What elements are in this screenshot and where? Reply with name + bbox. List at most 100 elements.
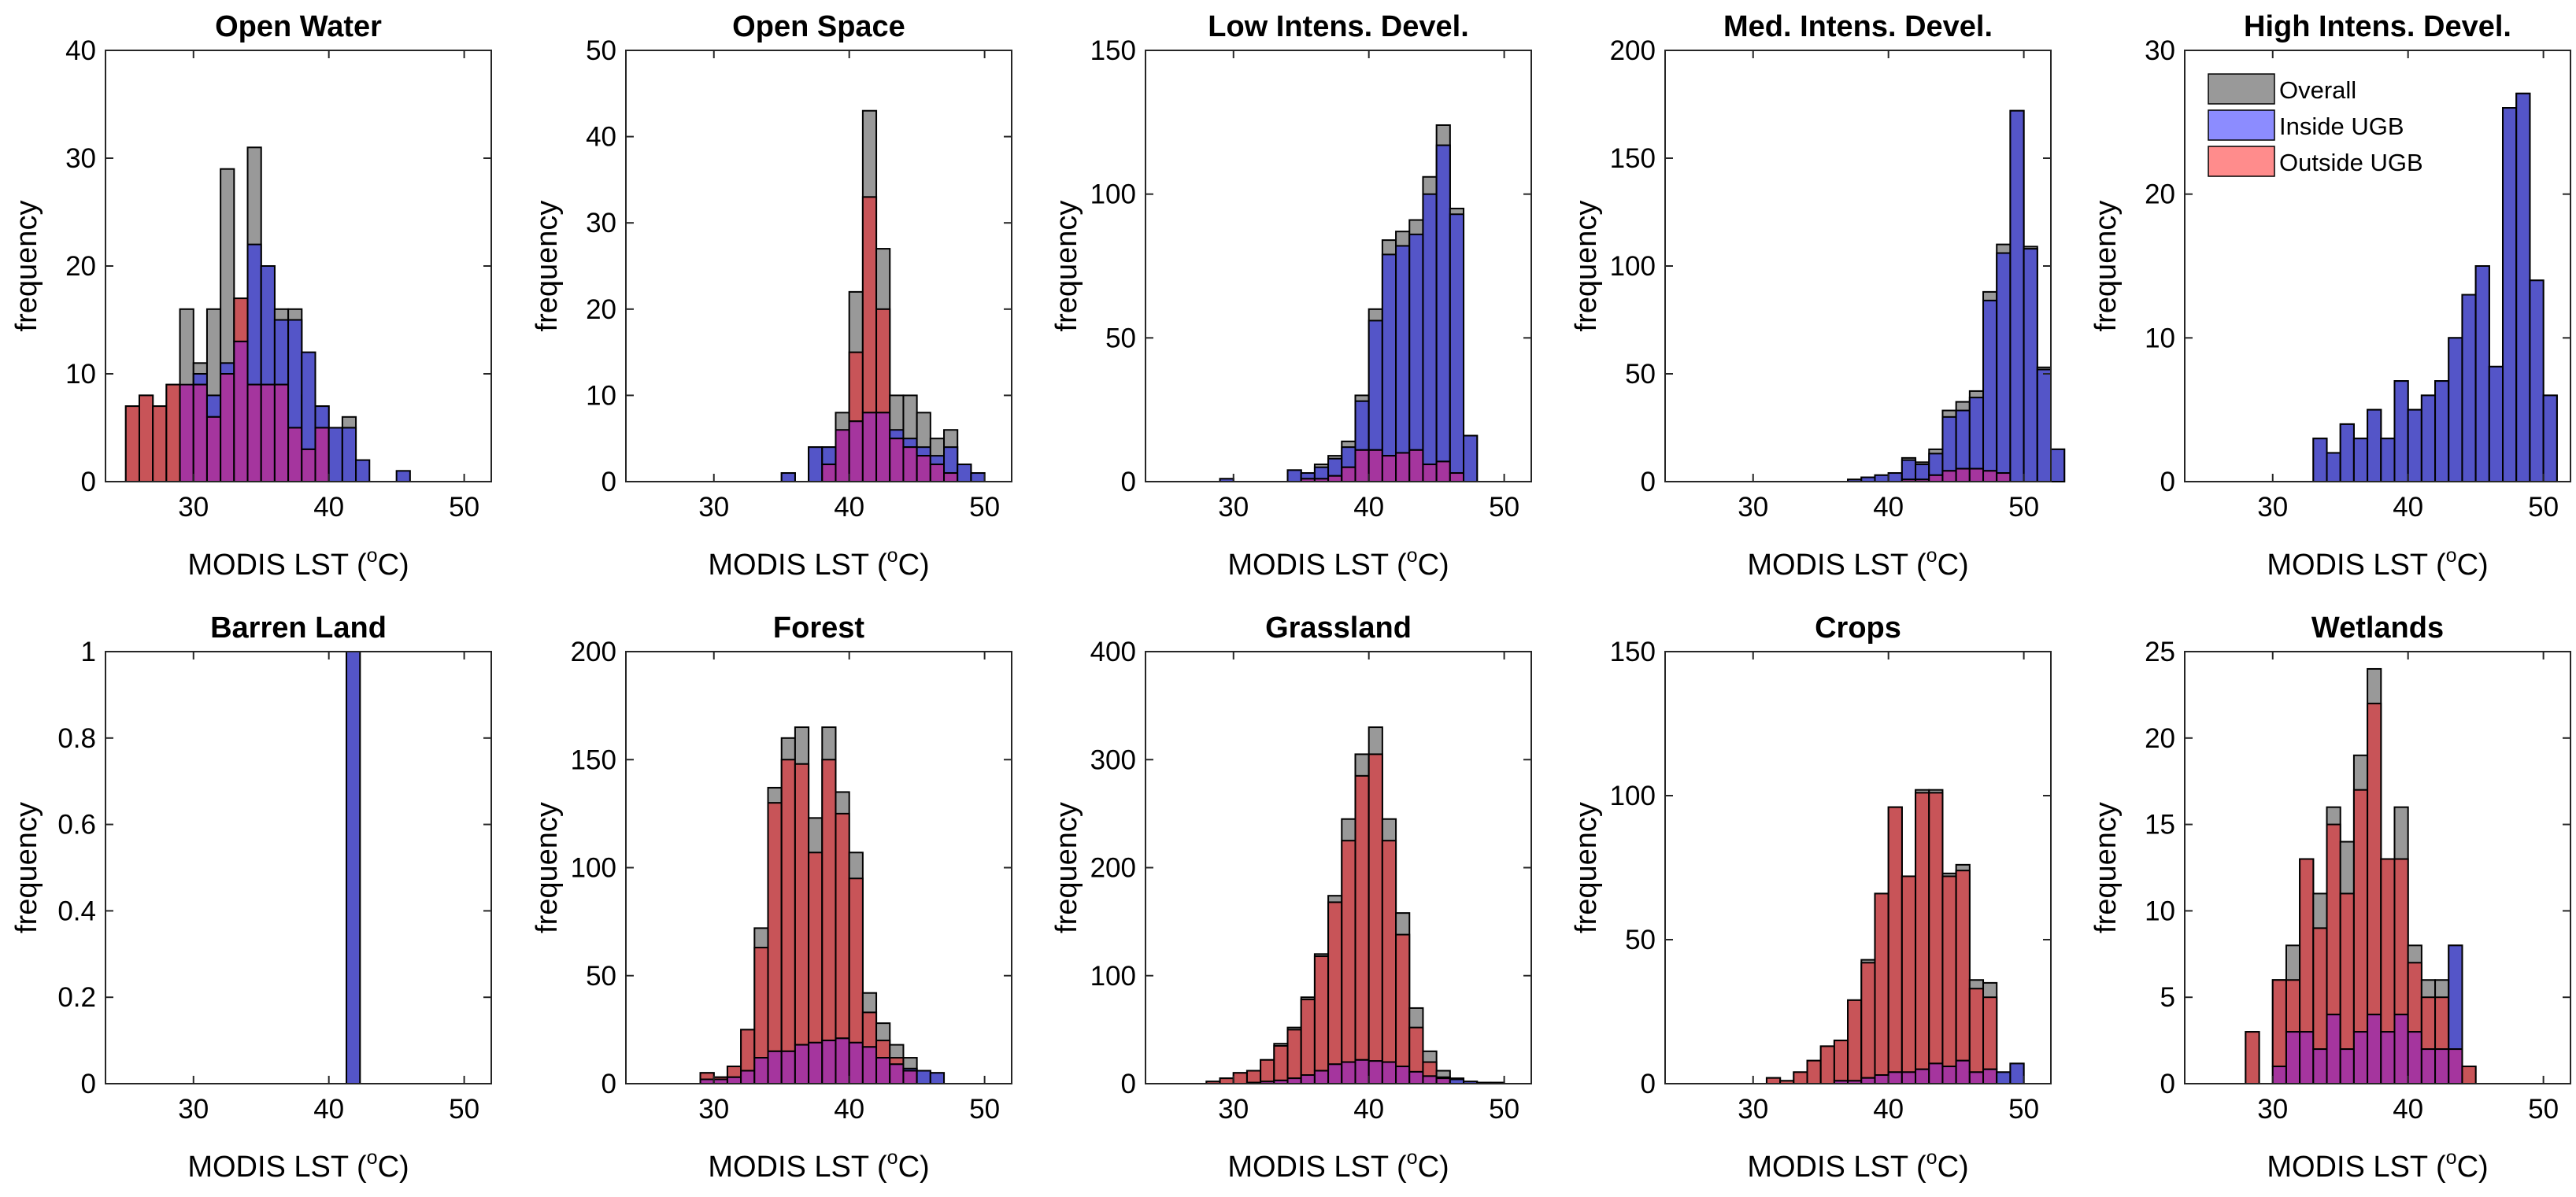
panel-crops: 0 50 100 150 30 40 50 Crops MODIS LST (oC) freque… (1570, 611, 2052, 1184)
bar-outside-ugb (1901, 875, 1917, 1073)
x-axis-label: MODIS LST (oC) (2267, 545, 2488, 582)
bar-inside-ugb (2474, 265, 2490, 482)
bar-inside-ugb (1449, 213, 1465, 475)
panel-title: Open Space (732, 10, 905, 43)
axes-box (625, 50, 1012, 482)
bar-inside-ugb (1422, 193, 1438, 466)
bar-inside-ugb (2367, 408, 2382, 483)
bar-inside-ugb (2515, 92, 2531, 483)
bar-overlap (2420, 1048, 2437, 1084)
bar-overlap (1941, 470, 1957, 482)
x-tick-label: 30 (1738, 492, 1768, 523)
x-tick-label: 30 (698, 1094, 729, 1125)
y-tick-label: 40 (65, 35, 96, 66)
x-tick-label: 40 (1873, 492, 1904, 523)
bar-inside-ugb (957, 464, 972, 483)
bars (699, 726, 946, 1085)
y-axis-label: frequency (2089, 201, 2123, 332)
bar-inside-ugb (2448, 944, 2463, 1051)
bar-overlap (889, 1063, 905, 1085)
bar-outside-ugb (1327, 901, 1343, 1066)
y-tick-label: 100 (1610, 781, 1656, 811)
y-tick-label: 100 (571, 853, 616, 884)
x-tick-label: 40 (2393, 1094, 2423, 1125)
y-axis-label: frequency (1570, 201, 1603, 332)
bar-outside-ugb (233, 297, 249, 342)
bar-outside-ugb (780, 759, 796, 1052)
bar-overlap (260, 383, 276, 483)
bar-inside-ugb (1300, 472, 1316, 480)
bar-overlap (1408, 1070, 1424, 1084)
bar-outside-ugb (848, 351, 864, 423)
bar-overlap (2434, 1048, 2450, 1084)
bar-inside-ugb (821, 446, 837, 466)
bar-inside-ugb (1313, 466, 1330, 480)
bar-inside-ugb (1327, 457, 1343, 477)
bar-overlap (314, 427, 330, 482)
plot-area (626, 50, 1012, 482)
y-tick-label: 50 (1625, 359, 1656, 390)
bar-inside-ugb (2380, 438, 2396, 483)
bar-inside-ugb (2009, 109, 2025, 482)
y-axis-label: frequency (531, 802, 564, 933)
bar-inside-ugb (916, 446, 931, 457)
axes-box (1145, 50, 1532, 482)
bar-overlap (835, 429, 850, 482)
x-tick-label: 30 (178, 492, 209, 523)
x-tick-label: 30 (1738, 1094, 1768, 1125)
bar-inside-ugb (970, 472, 986, 482)
bar-overlap (2393, 1014, 2409, 1085)
x-tick-label: 50 (2008, 492, 2039, 523)
y-tick-label: 200 (571, 637, 616, 667)
bar-inside-ugb (929, 1072, 946, 1085)
bar-inside-ugb (341, 427, 357, 482)
y-tick-label: 0 (2160, 1069, 2175, 1099)
bar-inside-ugb (1915, 464, 1930, 481)
y-tick-label: 300 (1090, 744, 1136, 775)
bar-outside-ugb (835, 812, 850, 1040)
y-tick-label: 20 (65, 251, 96, 282)
bar-inside-ugb (205, 394, 222, 418)
bar-overlap (1955, 1059, 1971, 1084)
bar-inside-ugb (808, 446, 824, 482)
bar-inside-ugb (346, 651, 361, 1084)
bar-inside-ugb (1354, 400, 1370, 451)
y-tick-label: 100 (1090, 179, 1136, 210)
bar-overlap (808, 1041, 824, 1084)
x-tick-label: 40 (834, 1094, 864, 1125)
bar-overlap (1368, 449, 1383, 483)
x-tick-label: 40 (834, 492, 864, 523)
x-axis-label: MODIS LST (oC) (187, 545, 409, 582)
y-tick-label: 5 (2160, 982, 2175, 1013)
bar-inside-ugb (1901, 459, 1917, 481)
x-tick-label: 40 (2393, 492, 2423, 523)
legend-swatch (2208, 109, 2275, 141)
y-tick-label: 30 (65, 143, 96, 174)
bar-inside-ugb (1408, 233, 1424, 451)
bar-outside-ugb (2393, 858, 2409, 1016)
bar-overlap (1955, 467, 1971, 482)
bar-overlap (1381, 1061, 1397, 1085)
bar-outside-ugb (1381, 840, 1397, 1063)
bar-overlap (1408, 449, 1424, 483)
y-tick-label: 0.8 (57, 723, 96, 754)
bar-outside-ugb (767, 802, 783, 1052)
bar-outside-ugb (848, 877, 864, 1044)
bars (2245, 667, 2477, 1085)
bar-inside-ugb (2393, 380, 2409, 482)
bar-overlap (1874, 1074, 1889, 1085)
bar-overlap (2285, 1031, 2301, 1084)
y-tick-label: 0 (1641, 1069, 1656, 1099)
bar-outside-ugb (889, 1057, 905, 1066)
bar-inside-ugb (1463, 434, 1479, 483)
bar-outside-ugb (726, 1066, 742, 1078)
bar-overlap (1341, 1061, 1356, 1085)
bar-outside-ugb (2271, 979, 2287, 1068)
panel-title: Open Water (215, 10, 382, 43)
x-axis-label: MODIS LST (oC) (1227, 1147, 1449, 1184)
bar-outside-ugb (2367, 702, 2382, 1016)
y-tick-label: 0 (1121, 1069, 1136, 1099)
bar-outside-ugb (2326, 823, 2341, 1016)
x-tick-label: 30 (698, 492, 729, 523)
bar-overlap (848, 1041, 864, 1084)
